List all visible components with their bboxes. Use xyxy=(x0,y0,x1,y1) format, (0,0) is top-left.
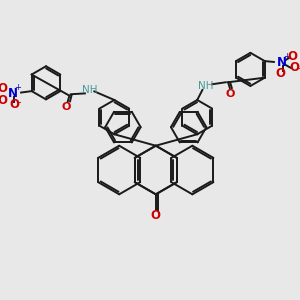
Text: NH: NH xyxy=(82,85,98,95)
Text: N: N xyxy=(8,88,18,100)
Text: -: - xyxy=(297,63,300,73)
Text: +: + xyxy=(14,83,21,92)
Text: O: O xyxy=(9,98,19,111)
Text: O: O xyxy=(275,67,286,80)
Text: O: O xyxy=(288,50,298,63)
Text: O: O xyxy=(0,94,7,107)
Text: O: O xyxy=(226,89,235,99)
Text: O: O xyxy=(0,82,7,95)
Text: N: N xyxy=(277,56,287,69)
Text: +: + xyxy=(283,52,290,61)
Text: NH: NH xyxy=(198,81,214,91)
Text: O: O xyxy=(62,101,71,112)
Text: O: O xyxy=(151,209,161,222)
Text: O: O xyxy=(289,61,299,74)
Text: -: - xyxy=(18,97,21,107)
